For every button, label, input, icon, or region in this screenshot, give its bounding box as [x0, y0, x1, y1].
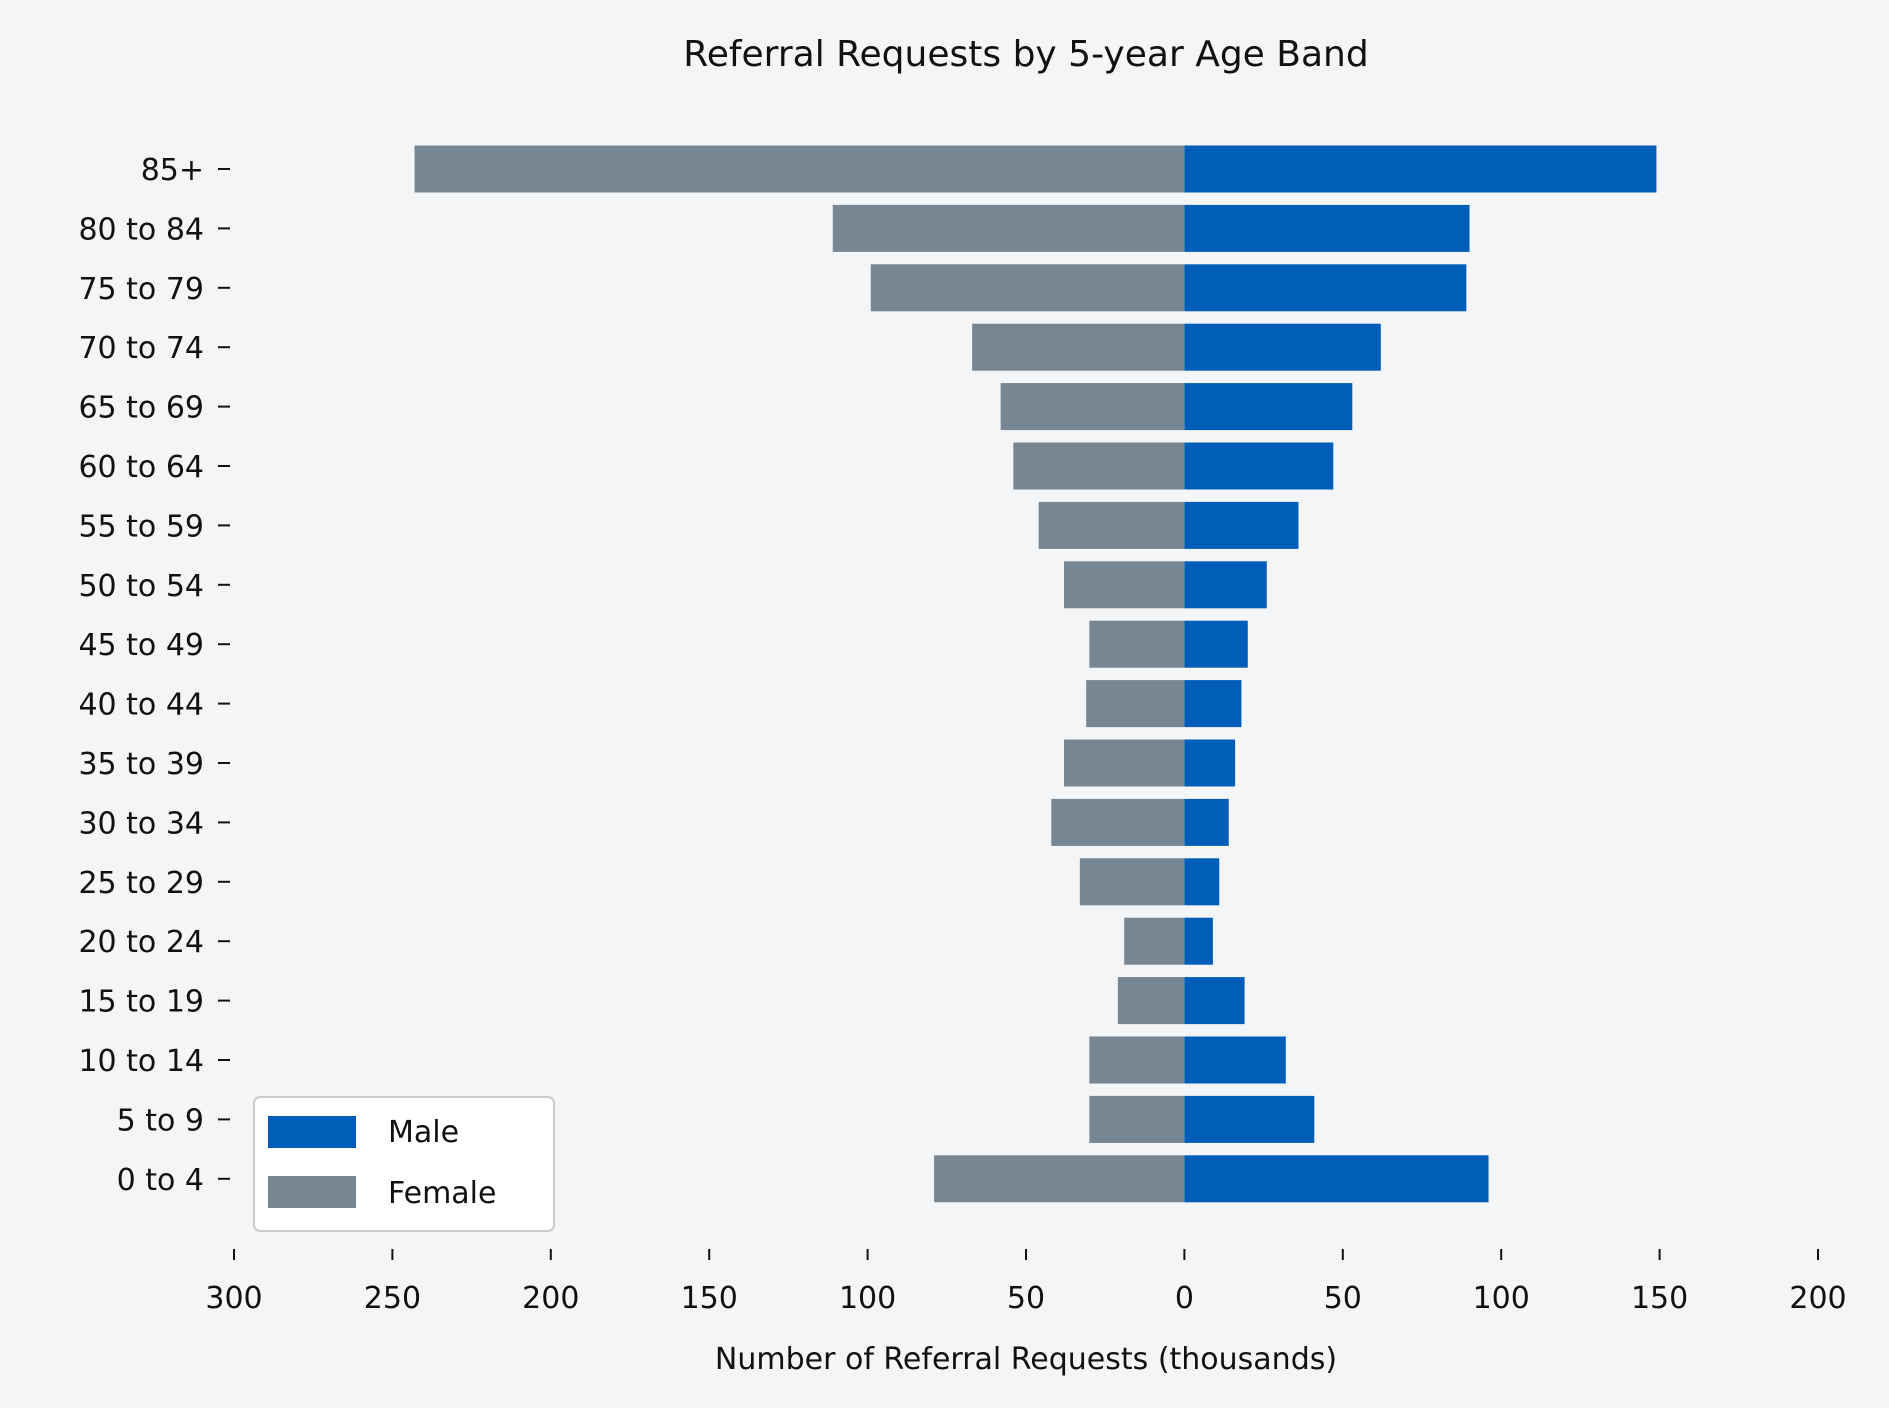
y-tick-label: 40 to 44	[78, 688, 204, 723]
x-tick-label: 200	[1789, 1281, 1846, 1316]
bar-male-5-to-9	[1184, 1095, 1315, 1143]
x-tick-label: 100	[1473, 1281, 1530, 1316]
bar-female-70-to-74	[972, 323, 1185, 371]
bar-male-65-to-69	[1184, 383, 1353, 431]
y-tick-label: 10 to 14	[78, 1044, 204, 1079]
x-tick-label: 300	[205, 1281, 262, 1316]
bar-male-80-to-84	[1184, 204, 1470, 252]
bar-male-35-to-39	[1184, 739, 1236, 787]
y-tick-label: 20 to 24	[78, 925, 204, 960]
legend: Male Female	[253, 1096, 555, 1232]
y-tick-label: 30 to 34	[78, 806, 204, 841]
bar-female-80-to-84	[832, 204, 1185, 252]
bar-female-55-to-59	[1038, 501, 1185, 549]
x-tick-label: 250	[364, 1281, 421, 1316]
y-axis-ticks: 85+ 80 to 84 75 to 79 70 to 74 65 to 69 60 to…	[78, 153, 230, 1198]
x-tick-label: 150	[681, 1281, 738, 1316]
y-tick-label: 45 to 49	[78, 628, 204, 663]
bar-male-45-to-49	[1184, 620, 1248, 668]
bar-female-40-to-44	[1086, 680, 1185, 728]
bar-female-0-to-4	[934, 1155, 1185, 1203]
bar-female-85-plus	[414, 145, 1185, 193]
x-tick-label: 150	[1631, 1281, 1688, 1316]
bar-male-50-to-54	[1184, 561, 1267, 609]
y-tick-label: 70 to 74	[78, 331, 204, 366]
bar-male-0-to-4	[1184, 1155, 1489, 1203]
bar-male-30-to-34	[1184, 798, 1229, 846]
bar-male-85-plus	[1184, 145, 1657, 193]
bar-female-60-to-64	[1013, 442, 1185, 490]
bar-female-30-to-34	[1051, 798, 1185, 846]
bar-female-25-to-29	[1079, 858, 1185, 906]
y-tick-label: 35 to 39	[78, 747, 204, 782]
bar-female-65-to-69	[1000, 383, 1185, 431]
bar-male-15-to-19	[1184, 977, 1245, 1025]
x-tick-label: 200	[522, 1281, 579, 1316]
y-tick-label: 50 to 54	[78, 569, 204, 604]
legend-swatch-male	[268, 1116, 356, 1148]
x-tick-label: 0	[1175, 1281, 1194, 1316]
legend-label-female: Female	[388, 1176, 496, 1211]
bar-male-25-to-29	[1184, 858, 1220, 906]
bar-female-50-to-54	[1064, 561, 1185, 609]
bars-group	[414, 145, 1657, 1203]
x-tick-label: 50	[1007, 1281, 1045, 1316]
bar-male-55-to-59	[1184, 501, 1299, 549]
bar-female-35-to-39	[1064, 739, 1185, 787]
y-tick-label: 60 to 64	[78, 450, 204, 485]
y-tick-label: 80 to 84	[78, 212, 204, 247]
bar-male-75-to-79	[1184, 264, 1467, 312]
legend-label-male: Male	[388, 1115, 459, 1150]
chart-title: Referral Requests by 5-year Age Band	[683, 34, 1368, 75]
x-axis-ticks: 300 250 200 150 100 50 0 50 100 150 200	[205, 1249, 1847, 1316]
y-tick-label: 75 to 79	[78, 272, 204, 307]
y-tick-label: 5 to 9	[117, 1103, 204, 1138]
bar-male-10-to-14	[1184, 1036, 1286, 1084]
x-tick-label: 50	[1324, 1281, 1362, 1316]
bar-female-20-to-24	[1124, 917, 1185, 965]
bar-female-45-to-49	[1089, 620, 1185, 668]
y-tick-label: 65 to 69	[78, 391, 204, 426]
x-tick-label: 100	[839, 1281, 896, 1316]
bar-female-15-to-19	[1117, 977, 1185, 1025]
bar-male-70-to-74	[1184, 323, 1381, 371]
bar-male-20-to-24	[1184, 917, 1213, 965]
bar-male-60-to-64	[1184, 442, 1334, 490]
y-tick-label: 25 to 29	[78, 866, 204, 901]
y-tick-label: 55 to 59	[78, 509, 204, 544]
bar-female-5-to-9	[1089, 1095, 1185, 1143]
bar-female-75-to-79	[870, 264, 1185, 312]
y-tick-label: 85+	[141, 153, 204, 188]
legend-swatch-female	[268, 1176, 356, 1208]
x-axis-label: Number of Referral Requests (thousands)	[715, 1342, 1337, 1377]
y-tick-label: 15 to 19	[78, 985, 204, 1020]
bar-male-40-to-44	[1184, 680, 1242, 728]
y-tick-label: 0 to 4	[117, 1163, 204, 1198]
bar-female-10-to-14	[1089, 1036, 1185, 1084]
